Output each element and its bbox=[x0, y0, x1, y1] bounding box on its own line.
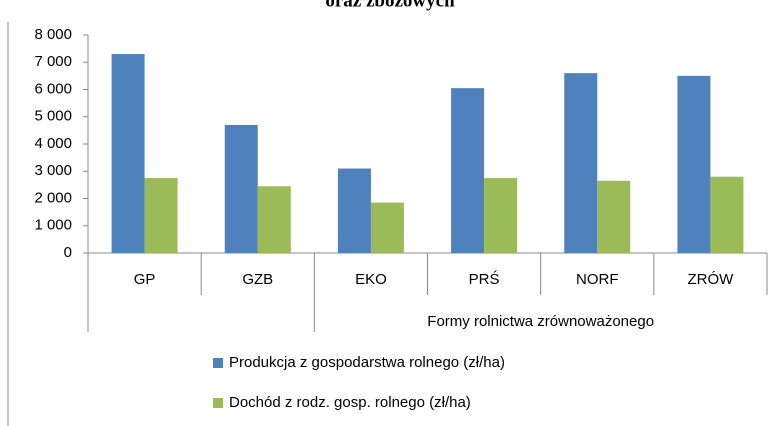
y-tick-label: 7 000 bbox=[34, 53, 72, 70]
y-tick-label: 5 000 bbox=[34, 108, 72, 125]
bar bbox=[564, 73, 598, 254]
bar bbox=[111, 54, 145, 254]
x-tick-label: EKO bbox=[355, 271, 387, 288]
y-tick-label: 6 000 bbox=[34, 80, 72, 97]
legend-key bbox=[213, 358, 223, 368]
bar bbox=[370, 202, 404, 253]
x-tick-label: ZRÓW bbox=[688, 271, 735, 288]
bar bbox=[710, 176, 744, 253]
chart-title: oraz zbożowych bbox=[325, 0, 455, 11]
x-tick-label: GZB bbox=[242, 271, 273, 288]
bar bbox=[257, 186, 291, 253]
bar bbox=[337, 168, 371, 253]
bar bbox=[677, 75, 711, 253]
legend-label: Produkcja z gospodarstwa rolnego (zł/ha) bbox=[229, 354, 505, 371]
y-tick-label: 1 000 bbox=[34, 217, 72, 234]
bar bbox=[451, 88, 485, 253]
y-tick-label: 8 000 bbox=[34, 26, 72, 43]
legend-key bbox=[213, 398, 223, 408]
bar bbox=[144, 178, 178, 253]
legend-label: Dochód z rodz. gosp. rolnego (zł/ha) bbox=[229, 394, 471, 411]
bar bbox=[224, 124, 258, 253]
x-tick-label: NORF bbox=[576, 271, 619, 288]
y-tick-label: 2 000 bbox=[34, 189, 72, 206]
x-tick-label: PRŚ bbox=[469, 270, 500, 288]
y-tick-label: 3 000 bbox=[34, 162, 72, 179]
y-tick-label: 0 bbox=[64, 244, 72, 261]
group-label: Formy rolnictwa zrównoważonego bbox=[427, 313, 654, 330]
y-tick-label: 4 000 bbox=[34, 135, 72, 152]
bar bbox=[484, 178, 518, 253]
x-tick-label: GP bbox=[134, 271, 156, 288]
bar bbox=[597, 180, 631, 253]
